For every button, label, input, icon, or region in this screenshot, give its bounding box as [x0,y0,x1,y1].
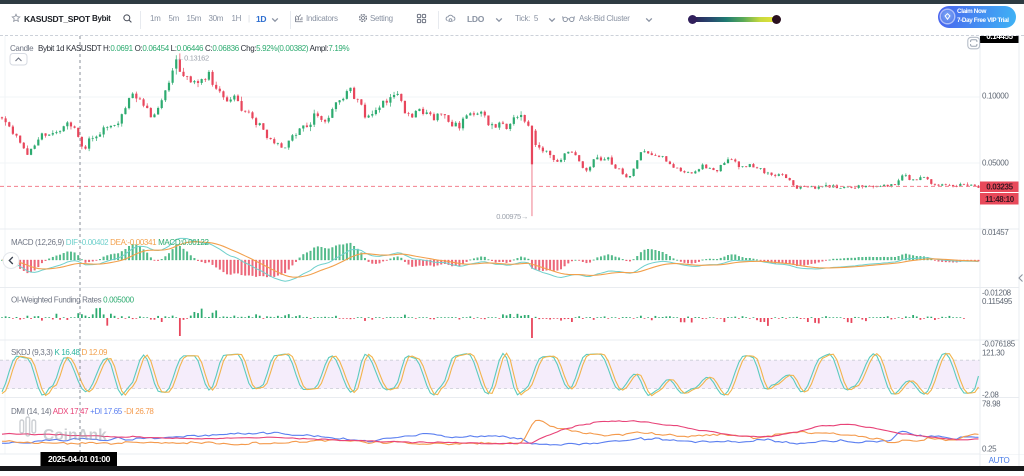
svg-text:AUTO: AUTO [989,456,1010,465]
svg-text:MACD (12,26,9) DIF:-0.00402: MACD (12,26,9) DIF:-0.00402 DEA:-0.00341… [11,238,209,247]
svg-text:Candle: Candle [10,44,34,53]
svg-text:2025-04-01 01:00: 2025-04-01 01:00 [48,454,111,464]
svg-text:121.30: 121.30 [982,349,1005,358]
svg-text:0.10000: 0.10000 [982,92,1009,101]
svg-text:OI-Weighted Funding Rates: OI-Weighted Funding Rates 0.005000 [11,296,135,305]
svg-text:DMI (14, 14) ADX 17.47 +DI 17: DMI (14, 14) ADX 17.47 +DI 17.65 -DI 26.… [11,407,154,416]
svg-text:-0.01208: -0.01208 [982,289,1012,298]
svg-text:CoinAnk: CoinAnk [43,427,107,444]
svg-text:-0.076185: -0.076185 [982,340,1016,349]
svg-text:0.01457: 0.01457 [982,228,1009,237]
svg-text:0.25: 0.25 [982,445,997,454]
svg-text:11:48:10: 11:48:10 [985,195,1015,204]
svg-text:←0.13162: ←0.13162 [177,54,209,63]
svg-text:SKDJ (9,3,3) K 16.48 D 12.09: SKDJ (9,3,3) K 16.48 D 12.09 [11,348,108,357]
svg-text:0.05000: 0.05000 [982,159,1009,168]
svg-text:-2.08: -2.08 [982,391,999,400]
svg-text:78.98: 78.98 [982,400,1001,409]
svg-text:0.115495: 0.115495 [982,297,1013,306]
svg-text:0.00975→: 0.00975→ [496,212,528,221]
svg-text:0.03235: 0.03235 [986,183,1013,192]
svg-text:Bybit 1d KASUSDT H:0.0691 O:0: Bybit 1d KASUSDT H:0.0691 O:0.06454 L:0.… [38,44,350,53]
svg-text:0.14455: 0.14455 [986,36,1013,41]
